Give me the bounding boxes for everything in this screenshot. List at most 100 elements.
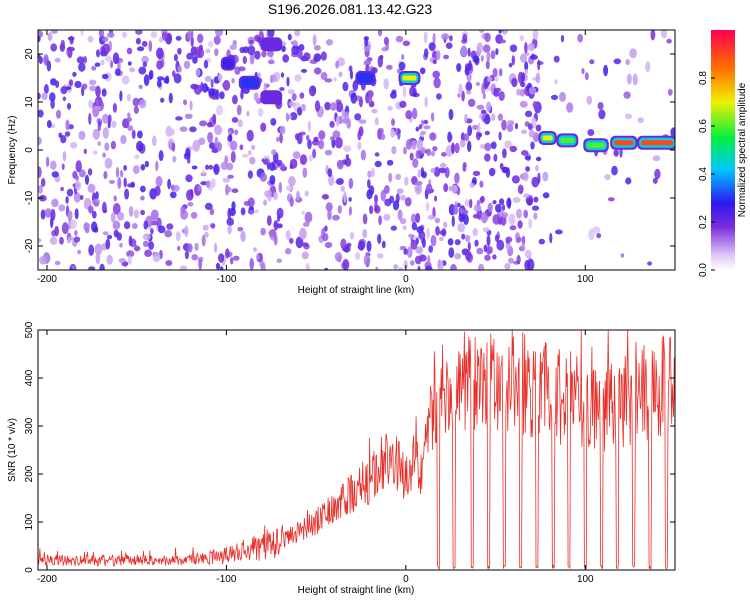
noise-blob bbox=[482, 93, 486, 100]
noise-blob bbox=[459, 208, 464, 214]
noise-blob bbox=[74, 230, 78, 236]
noise-blob bbox=[254, 50, 261, 60]
noise-blob bbox=[219, 266, 224, 270]
noise-blob bbox=[468, 60, 472, 71]
noise-blob bbox=[38, 56, 43, 64]
colorbar-tick-label: 0.2 bbox=[698, 215, 709, 229]
noise-blob bbox=[192, 139, 201, 152]
noise-blob bbox=[367, 94, 373, 104]
noise-blob bbox=[268, 59, 275, 65]
noise-blob bbox=[467, 140, 472, 152]
noise-blob bbox=[554, 79, 558, 85]
noise-blob bbox=[229, 44, 237, 51]
noise-blob bbox=[336, 178, 344, 185]
noise-blob bbox=[432, 32, 436, 45]
noise-blob bbox=[416, 139, 423, 151]
tone-core bbox=[264, 41, 279, 47]
noise-blob bbox=[217, 73, 223, 82]
noise-blob bbox=[457, 202, 461, 207]
noise-blob bbox=[259, 172, 267, 182]
noise-blob bbox=[411, 139, 417, 150]
noise-blob bbox=[314, 100, 321, 112]
noise-blob bbox=[247, 170, 253, 179]
noise-blob bbox=[400, 194, 406, 201]
noise-blob bbox=[289, 112, 298, 121]
noise-blob bbox=[395, 173, 402, 181]
spectrogram-background bbox=[38, 30, 675, 270]
noise-blob bbox=[520, 129, 528, 135]
noise-blob bbox=[98, 30, 105, 38]
noise-blob bbox=[227, 225, 232, 235]
noise-blob bbox=[66, 86, 72, 91]
noise-blob bbox=[501, 204, 506, 211]
noise-blob bbox=[620, 253, 625, 258]
noise-blob bbox=[273, 220, 279, 231]
noise-blob bbox=[535, 124, 542, 132]
noise-blob bbox=[226, 162, 234, 171]
noise-blob bbox=[415, 149, 421, 159]
noise-blob bbox=[119, 242, 123, 248]
noise-blob bbox=[276, 258, 282, 263]
noise-blob bbox=[477, 122, 481, 133]
noise-blob bbox=[490, 141, 497, 150]
noise-blob bbox=[324, 78, 333, 83]
noise-blob bbox=[172, 142, 176, 152]
noise-blob bbox=[304, 190, 309, 197]
noise-blob bbox=[436, 93, 442, 100]
noise-blob bbox=[484, 254, 491, 261]
noise-blob bbox=[113, 195, 117, 202]
noise-blob bbox=[511, 77, 518, 88]
noise-blob bbox=[280, 72, 285, 78]
noise-blob bbox=[443, 54, 450, 60]
snr-y-label: SNR (10 * v/v) bbox=[7, 418, 18, 482]
noise-blob bbox=[218, 253, 225, 263]
noise-blob bbox=[215, 262, 221, 270]
noise-blob bbox=[333, 76, 337, 82]
noise-blob bbox=[222, 82, 228, 88]
noise-blob bbox=[652, 155, 661, 162]
colorbar-tick-label: 0.4 bbox=[698, 167, 709, 181]
noise-blob bbox=[498, 131, 502, 141]
noise-blob bbox=[337, 205, 342, 214]
noise-blob bbox=[239, 144, 244, 151]
noise-blob bbox=[68, 79, 74, 87]
noise-blob bbox=[613, 58, 622, 65]
noise-blob bbox=[234, 129, 239, 135]
noise-blob bbox=[519, 53, 527, 63]
noise-blob bbox=[285, 230, 291, 240]
noise-blob bbox=[72, 71, 77, 77]
noise-blob bbox=[434, 195, 438, 202]
noise-blob bbox=[101, 73, 109, 80]
noise-blob bbox=[192, 56, 198, 64]
noise-blob bbox=[492, 214, 501, 225]
noise-blob bbox=[88, 266, 96, 270]
noise-blob bbox=[464, 67, 470, 76]
x-tick-label: -100 bbox=[216, 574, 236, 585]
noise-blob bbox=[492, 200, 497, 205]
noise-blob bbox=[209, 208, 215, 216]
noise-blob bbox=[127, 125, 134, 131]
noise-blob bbox=[169, 128, 175, 136]
noise-blob bbox=[166, 223, 174, 230]
noise-blob bbox=[410, 213, 417, 224]
tone-core bbox=[264, 94, 279, 100]
noise-blob bbox=[433, 166, 441, 177]
noise-blob bbox=[497, 113, 503, 121]
noise-blob bbox=[362, 229, 368, 239]
noise-blob bbox=[175, 35, 182, 41]
noise-blob bbox=[76, 56, 85, 64]
noise-blob bbox=[94, 62, 101, 67]
noise-blob bbox=[464, 199, 470, 207]
noise-blob bbox=[40, 209, 46, 220]
noise-blob bbox=[237, 119, 243, 128]
noise-blob bbox=[415, 126, 420, 132]
noise-blob bbox=[204, 231, 209, 238]
noise-blob bbox=[50, 208, 56, 221]
noise-blob bbox=[116, 211, 125, 221]
noise-blob bbox=[550, 94, 559, 100]
noise-blob bbox=[126, 250, 135, 258]
noise-blob bbox=[524, 110, 533, 118]
noise-blob bbox=[403, 248, 408, 255]
noise-blob bbox=[486, 51, 491, 62]
noise-blob bbox=[661, 30, 667, 39]
